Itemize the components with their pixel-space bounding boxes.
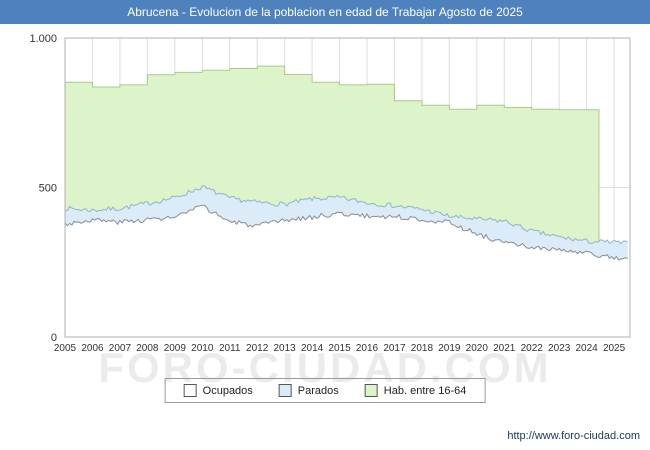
legend-swatch-ocupados bbox=[183, 384, 197, 397]
line-ocupados bbox=[64, 204, 628, 261]
x-axis-label: 2014 bbox=[301, 343, 324, 354]
legend-swatch-hab-entre-16-64 bbox=[364, 384, 378, 397]
title-bar: Abrucena - Evolucion de la poblacion en … bbox=[0, 0, 650, 24]
x-axis-label: 2005 bbox=[54, 343, 77, 354]
legend-item-ocupados: Ocupados bbox=[183, 384, 253, 397]
x-axis-label: 2016 bbox=[356, 343, 379, 354]
plot-border bbox=[64, 37, 631, 338]
x-axis-label: 2007 bbox=[109, 343, 132, 354]
x-axis-label: 2023 bbox=[548, 343, 571, 354]
legend-label-hab-entre-16-64: Hab. entre 16-64 bbox=[383, 384, 467, 397]
watermark: FORO-CIUDAD.COM bbox=[98, 344, 552, 391]
x-axis-label: 2010 bbox=[191, 343, 214, 354]
legend: Ocupados Parados Hab. entre 16-64 bbox=[164, 378, 486, 403]
x-axis-label: 2013 bbox=[274, 343, 297, 354]
page-title: Abrucena - Evolucion de la poblacion en … bbox=[127, 5, 523, 19]
x-axis-label: 2022 bbox=[521, 343, 544, 354]
legend-label-ocupados: Ocupados bbox=[202, 384, 253, 397]
legend-item-hab-entre-16-64: Hab. entre 16-64 bbox=[364, 384, 467, 397]
legend-swatch-parados bbox=[278, 384, 292, 397]
x-axis-label: 2017 bbox=[383, 343, 406, 354]
legend-item-parados: Parados bbox=[278, 384, 339, 397]
legend-label-parados: Parados bbox=[297, 384, 339, 397]
area-ocupados bbox=[65, 205, 628, 337]
x-axis-label: 2025 bbox=[603, 343, 626, 354]
x-axis-label: 2021 bbox=[493, 343, 516, 354]
y-axis-label: 0 bbox=[51, 332, 57, 344]
line-hab-16-64 bbox=[65, 65, 600, 337]
y-axis-label: 500 bbox=[39, 183, 57, 195]
line-parados bbox=[64, 185, 628, 245]
x-axis-label: 2024 bbox=[575, 343, 598, 354]
y-axis-label: 1.000 bbox=[29, 33, 57, 45]
x-axis-label: 2020 bbox=[466, 343, 489, 354]
x-axis-label: 2006 bbox=[81, 343, 104, 354]
x-axis-label: 2019 bbox=[438, 343, 461, 354]
x-axis-label: 2008 bbox=[136, 343, 159, 354]
x-axis-label: 2018 bbox=[411, 343, 434, 354]
footer-link[interactable]: http://www.foro-ciudad.com bbox=[507, 430, 640, 442]
x-axis-label: 2012 bbox=[246, 343, 269, 354]
x-axis-label: 2011 bbox=[219, 343, 241, 354]
x-axis-label: 2015 bbox=[328, 343, 351, 354]
x-axis-label: 2009 bbox=[164, 343, 187, 354]
